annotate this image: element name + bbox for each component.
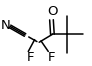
Text: O: O <box>47 5 58 18</box>
Text: F: F <box>27 51 35 64</box>
Text: N: N <box>1 19 11 32</box>
Text: F: F <box>48 51 55 64</box>
